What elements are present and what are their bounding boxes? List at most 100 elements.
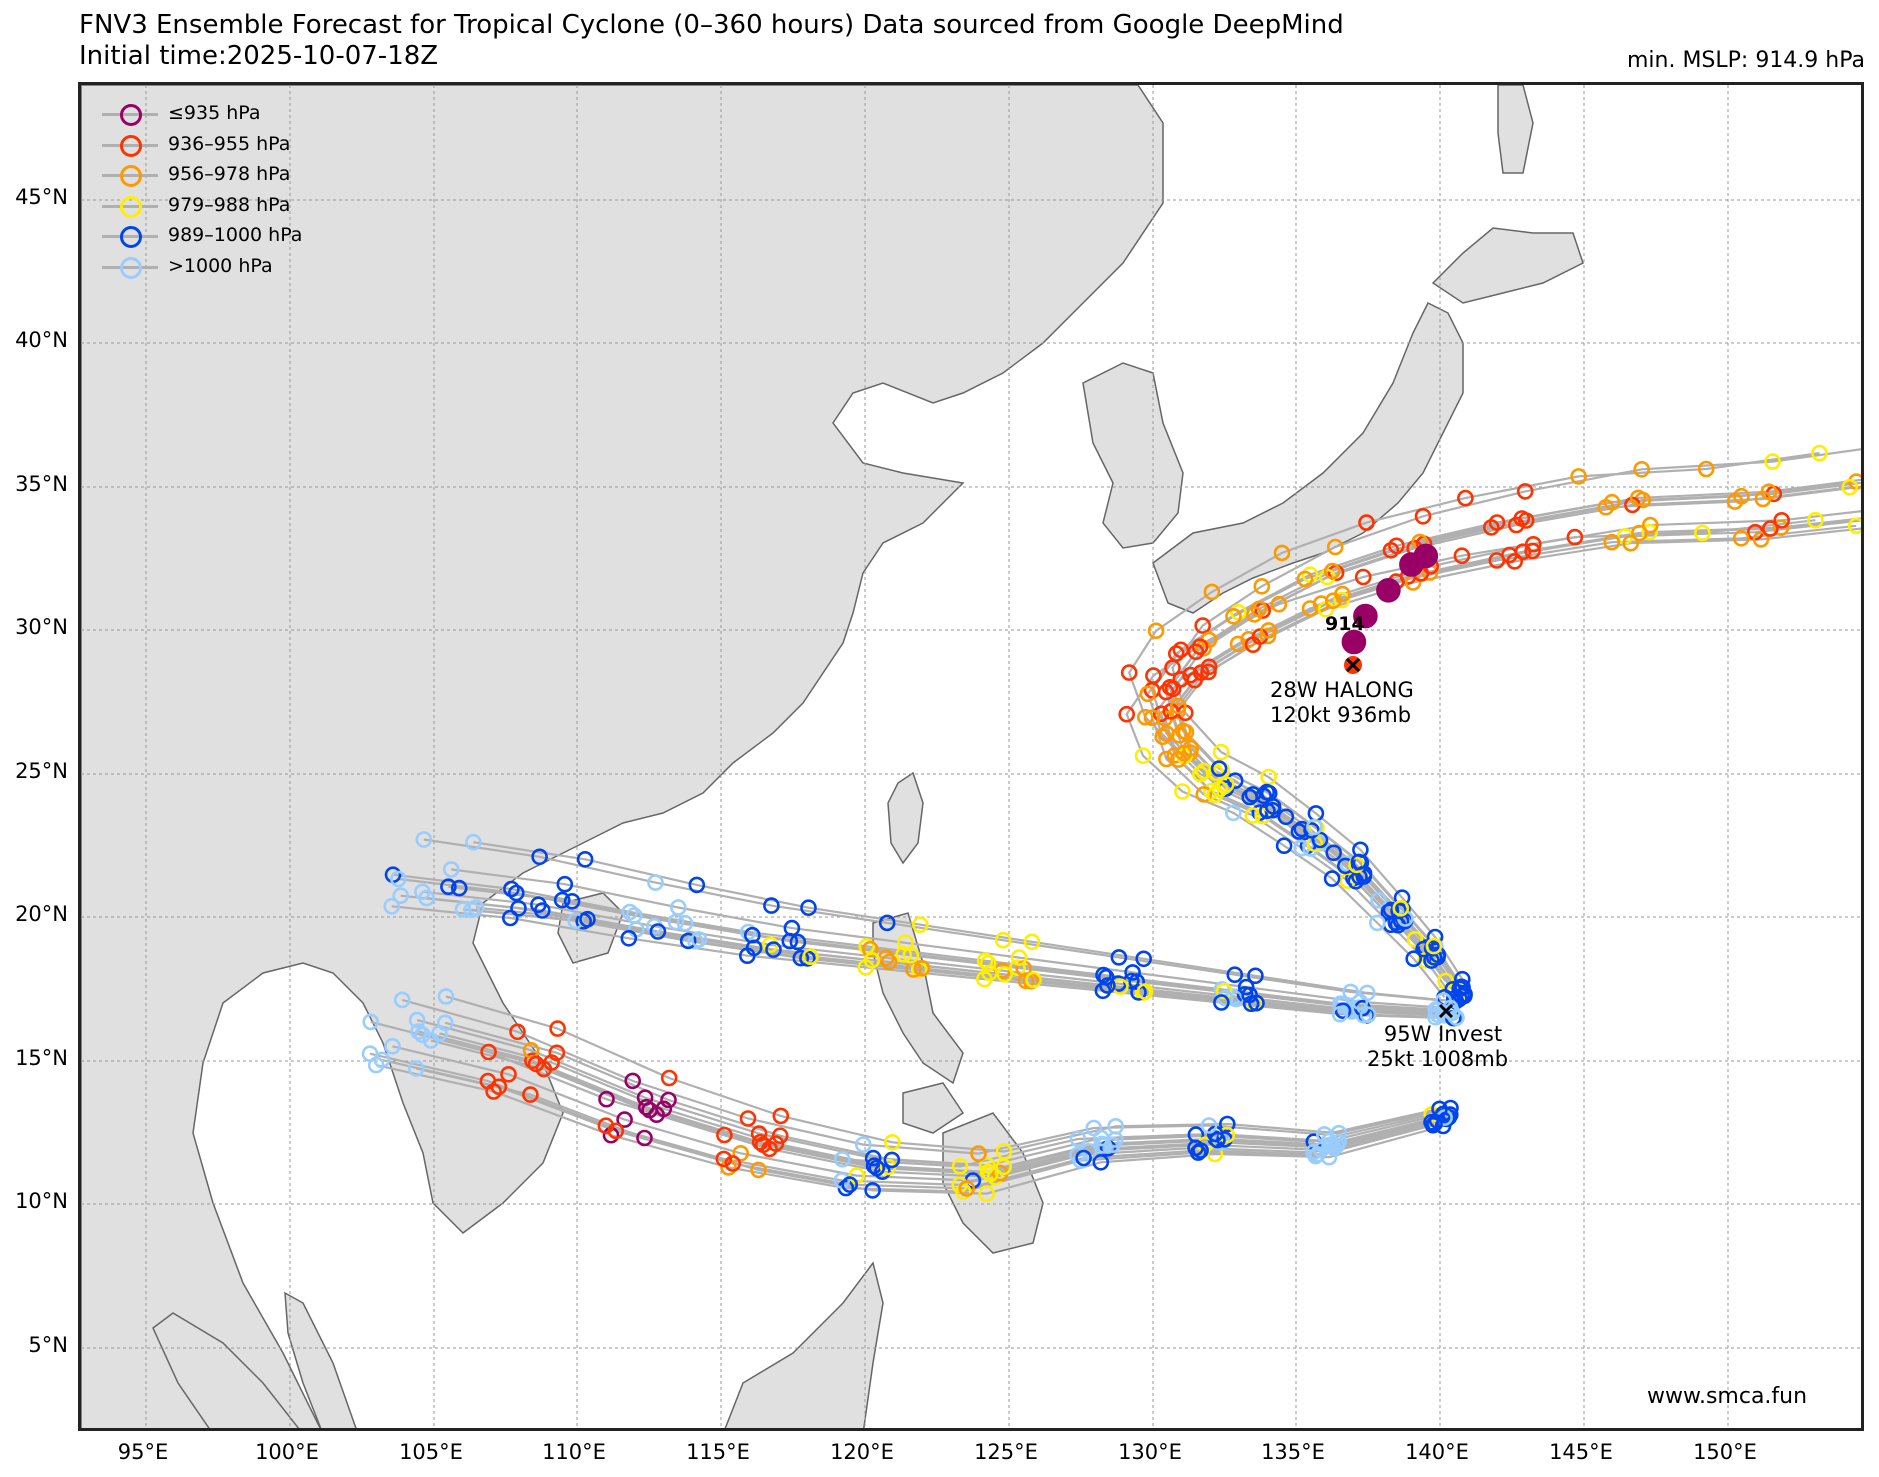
pressure-marker bbox=[1139, 685, 1157, 703]
pressure-marker bbox=[1192, 1142, 1209, 1159]
pressure-marker bbox=[1248, 994, 1265, 1012]
pressure-marker bbox=[864, 1182, 881, 1199]
pressure-marker bbox=[1425, 937, 1443, 955]
lon-tick: 135°E bbox=[1261, 1440, 1325, 1464]
pressure-marker bbox=[1694, 524, 1711, 542]
pressure-marker bbox=[1226, 772, 1244, 790]
pressure-marker bbox=[548, 1044, 566, 1062]
pressure-marker bbox=[533, 902, 551, 919]
pressure-marker bbox=[393, 991, 411, 1009]
track-line bbox=[381, 1058, 1435, 1190]
pressure-marker bbox=[1413, 543, 1439, 569]
track-line bbox=[451, 868, 1451, 1010]
pressure-marker bbox=[1811, 444, 1828, 462]
pressure-marker bbox=[1303, 822, 1320, 839]
track-line bbox=[401, 998, 1440, 1155]
pressure-marker bbox=[958, 1180, 976, 1197]
pressure-marker bbox=[738, 947, 756, 965]
pressure-marker bbox=[739, 1110, 757, 1127]
pressure-marker bbox=[1136, 983, 1154, 1000]
pressure-marker bbox=[841, 1176, 859, 1193]
pressure-marker bbox=[802, 948, 819, 966]
asia-mainland bbox=[81, 85, 1164, 1428]
pressure-marker bbox=[970, 1145, 987, 1162]
pressure-marker bbox=[1069, 1130, 1087, 1148]
pressure-marker bbox=[1110, 949, 1128, 966]
pressure-marker bbox=[995, 1143, 1013, 1160]
pressure-marker bbox=[1147, 622, 1165, 640]
pressure-marker bbox=[415, 831, 433, 848]
pressure-marker bbox=[715, 1150, 733, 1168]
track-line bbox=[473, 841, 1457, 1003]
pressure-marker bbox=[1210, 760, 1228, 777]
pressure-marker bbox=[1326, 538, 1344, 556]
pressure-marker bbox=[1255, 787, 1272, 805]
visayas bbox=[902, 1082, 965, 1134]
pressure-marker bbox=[1085, 1119, 1103, 1137]
pressure-marker bbox=[1135, 950, 1152, 968]
pressure-marker bbox=[1195, 762, 1213, 780]
pressure-marker bbox=[641, 1101, 658, 1119]
lat-tick: 10°N bbox=[15, 1189, 68, 1213]
pressure-marker bbox=[384, 1038, 401, 1055]
pressure-marker bbox=[1760, 483, 1778, 501]
pressure-marker bbox=[1334, 585, 1351, 603]
pressure-marker bbox=[995, 1158, 1012, 1176]
track-line bbox=[423, 838, 1444, 1002]
pressure-marker bbox=[1629, 489, 1647, 507]
lon-tick: 105°E bbox=[399, 1440, 463, 1464]
invest-95w-current-position bbox=[1438, 1003, 1454, 1019]
pressure-marker bbox=[1230, 603, 1247, 621]
pressure-marker bbox=[1448, 1009, 1465, 1026]
pressure-marker bbox=[679, 932, 697, 950]
pressure-marker bbox=[1207, 764, 1225, 782]
pressure-marker bbox=[450, 879, 468, 897]
track-line bbox=[416, 1019, 1444, 1167]
pressure-marker bbox=[1334, 1002, 1352, 1020]
pressure-marker bbox=[1426, 949, 1443, 966]
pressure-marker bbox=[884, 1134, 901, 1151]
pressure-marker bbox=[418, 889, 435, 907]
pressure-marker bbox=[1095, 966, 1112, 984]
pressure-marker bbox=[1273, 544, 1291, 562]
pressure-marker bbox=[1174, 722, 1192, 740]
pressure-marker bbox=[1203, 583, 1221, 601]
pressure-marker bbox=[1130, 984, 1147, 1001]
pressure-marker bbox=[1525, 535, 1542, 553]
pressure-marker bbox=[1134, 747, 1152, 765]
pressure-marker bbox=[1597, 498, 1615, 516]
pressure-marker bbox=[1225, 607, 1242, 625]
pressure-marker bbox=[1259, 627, 1277, 645]
track-line bbox=[1125, 519, 1816, 998]
pressure-marker bbox=[976, 970, 993, 988]
pressure-marker bbox=[1172, 641, 1190, 659]
lat-tick: 35°N bbox=[15, 472, 68, 496]
pressure-marker bbox=[383, 897, 401, 915]
lon-tick: 110°E bbox=[542, 1440, 606, 1464]
pressure-marker bbox=[1137, 708, 1154, 726]
pressure-marker bbox=[1120, 664, 1138, 681]
pressure-marker bbox=[1483, 519, 1500, 536]
pressure-marker bbox=[724, 1155, 742, 1172]
korea-peninsula bbox=[1082, 362, 1184, 549]
pressure-marker bbox=[1200, 658, 1218, 676]
pressure-marker bbox=[1773, 511, 1790, 529]
pressure-marker bbox=[754, 1136, 772, 1154]
lon-tick: 145°E bbox=[1549, 1440, 1613, 1464]
pressure-marker bbox=[1631, 524, 1648, 542]
pressure-marker bbox=[895, 946, 913, 963]
pressure-marker bbox=[1354, 568, 1372, 586]
pressure-marker bbox=[649, 923, 667, 940]
pressure-marker bbox=[1342, 983, 1359, 1001]
pressure-marker bbox=[1341, 629, 1367, 655]
track-line bbox=[1169, 517, 1861, 997]
track-line bbox=[1177, 510, 1861, 995]
pressure-marker bbox=[951, 1158, 969, 1175]
pressure-marker bbox=[763, 897, 780, 914]
pressure-marker bbox=[1270, 595, 1288, 613]
pressure-marker bbox=[1369, 914, 1386, 932]
pressure-marker bbox=[602, 1126, 620, 1144]
pressure-marker bbox=[636, 1129, 653, 1147]
pressure-marker bbox=[1764, 453, 1781, 470]
land-layer bbox=[81, 85, 1584, 1428]
